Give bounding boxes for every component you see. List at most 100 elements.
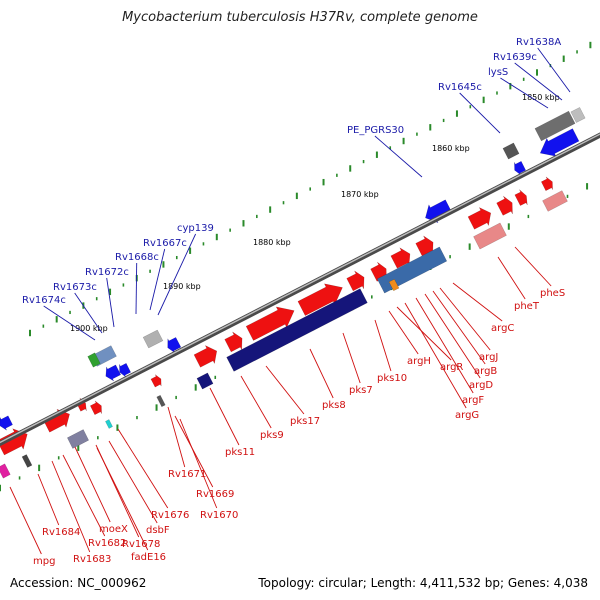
gene-label-bottom: Rv1684 <box>42 527 80 538</box>
label-leader <box>157 233 197 316</box>
label-leader <box>497 256 526 300</box>
label-leader <box>374 135 423 178</box>
label-leader <box>342 332 361 384</box>
label-leader <box>51 460 91 553</box>
gene-label-bottom: argJ <box>479 352 498 363</box>
label-leader <box>396 306 452 361</box>
label-leader <box>424 293 481 379</box>
label-leader <box>179 418 218 509</box>
gene-label-top: Rv1673c <box>53 282 97 293</box>
label-leader <box>106 277 115 328</box>
gene-label-bottom: mpg <box>33 556 55 567</box>
forward-gene-arrow <box>496 195 513 216</box>
kbp-label: 1880 kbp <box>253 238 291 247</box>
gene-features <box>0 107 586 479</box>
gene-label-top: PE_PGRS30 <box>347 125 404 136</box>
misc-feature <box>142 329 164 349</box>
gene-label-bottom: pheT <box>514 301 540 312</box>
label-leader <box>374 319 392 372</box>
arg-block <box>376 246 448 294</box>
reverse-gene-arrow <box>539 128 580 157</box>
map-title: Mycobacterium tuberculosis H37Rv, comple… <box>122 10 478 25</box>
label-leader <box>74 446 111 523</box>
label-leader <box>404 302 467 409</box>
gene-label-bottom: Rv1671 <box>168 469 206 480</box>
topology-label: Topology: circular; Length: 4,411,532 bp… <box>258 576 588 590</box>
accession-label: Accession: NC_000962 <box>10 576 147 590</box>
label-leader <box>452 282 503 322</box>
backbone-line <box>0 132 600 447</box>
label-leader <box>108 440 158 524</box>
forward-gene-arrow <box>89 400 102 416</box>
label-leader <box>74 292 103 334</box>
label-leader <box>500 77 549 109</box>
pks-block <box>226 288 368 372</box>
orange-feature <box>388 278 400 292</box>
label-leader <box>43 305 96 341</box>
gene-label-top: Rv1674c <box>22 295 66 306</box>
forward-gene-arrow <box>467 206 492 230</box>
misc-feature <box>66 429 90 449</box>
label-leader <box>459 92 501 134</box>
gene-label-top: Rv1639c <box>493 52 537 63</box>
label-leader <box>388 310 419 355</box>
gene-label-top: lysS <box>488 67 508 78</box>
kbp-labels: 1850 kbp 1860 kbp 1870 kbp 1880 kbp 1890 kbp… <box>70 93 560 333</box>
gene-label-bottom: pks17 <box>290 416 320 427</box>
forward-gene-arrow <box>224 331 243 353</box>
reverse-gene-arrow <box>105 364 122 382</box>
kbp-label: 1850 kbp <box>522 93 560 102</box>
rrna-feature <box>542 190 568 212</box>
forward-gene-arrow <box>540 176 553 192</box>
forward-gene-arrow <box>150 374 162 388</box>
label-leader <box>537 47 571 93</box>
gene-label-bottom: Rv1670 <box>200 510 238 521</box>
gene-label-bottom: pks10 <box>377 373 407 384</box>
gene-label-top: Rv1668c <box>115 252 159 263</box>
reverse-gene-arrow <box>0 415 13 431</box>
gene-label-bottom: pks7 <box>349 385 373 396</box>
misc-feature <box>105 419 113 429</box>
label-leader <box>37 473 60 526</box>
gene-label-bottom: argD <box>469 380 493 391</box>
label-leader <box>265 365 305 415</box>
label-leader <box>117 428 169 509</box>
kbp-label: 1870 kbp <box>341 190 379 199</box>
gene-label-bottom: argB <box>474 366 497 377</box>
label-leader <box>309 348 334 399</box>
misc-feature <box>502 142 520 160</box>
misc-feature <box>534 110 576 142</box>
gene-label-bottom: Rv1676 <box>151 510 189 521</box>
forward-gene-arrow <box>514 189 528 206</box>
gene-label-top: Rv1638A <box>516 37 561 48</box>
forward-gene-arrow <box>297 283 343 316</box>
gene-label-bottom: argH <box>407 356 431 367</box>
gene-label-top: Rv1667c <box>143 238 187 249</box>
gene-label-bottom: pheS <box>540 288 565 299</box>
forward-gene-arrow <box>346 270 365 292</box>
gene-label-bottom: Rv1669 <box>196 489 234 500</box>
label-leader <box>432 290 486 365</box>
label-leader <box>135 262 138 315</box>
label-leader <box>439 287 491 351</box>
gene-label-bottom: fadE16 <box>131 552 166 563</box>
reverse-gene-arrow <box>167 337 182 354</box>
label-leader <box>514 62 563 101</box>
gene-label-bottom: pks11 <box>225 447 255 458</box>
label-leader <box>167 406 186 468</box>
label-leaders <box>9 47 571 555</box>
gene-label-bottom: pks9 <box>260 430 284 441</box>
kbp-label: 1860 kbp <box>432 144 470 153</box>
gene-label-bottom: Rv1683 <box>73 554 111 565</box>
gene-label-top: Rv1645c <box>438 82 482 93</box>
gene-label-bottom: moeX <box>99 524 128 535</box>
label-leader <box>96 447 149 551</box>
gene-label-bottom: pks8 <box>322 400 346 411</box>
gene-label-bottom: dsbF <box>146 525 170 536</box>
label-leader <box>149 248 166 311</box>
label-leader <box>209 387 240 446</box>
gene-label-bottom: argC <box>491 323 514 334</box>
gene-label-bottom: argR <box>440 362 463 373</box>
kbp-label: 1890 kbp <box>163 282 201 291</box>
